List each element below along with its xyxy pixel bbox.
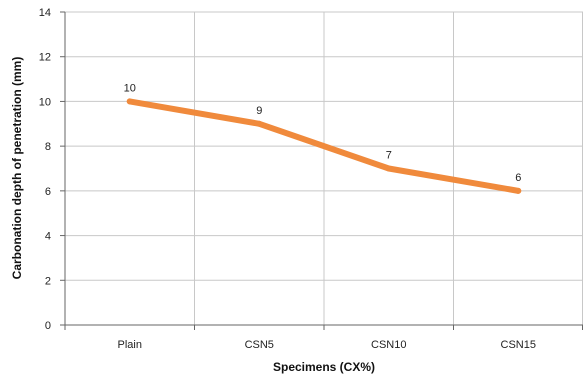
y-tick-label: 4 (45, 231, 51, 243)
y-tick-label: 0 (45, 320, 51, 332)
series-layer (126, 98, 522, 194)
grid-lines (65, 11, 583, 325)
x-axis-title: Specimens (CX%) (273, 360, 375, 374)
data-label: 7 (386, 150, 392, 162)
data-label: 10 (124, 82, 136, 94)
data-point (385, 165, 392, 172)
x-tick-label: CSN15 (501, 339, 536, 351)
data-labels: 10 9 7 6 (124, 82, 522, 183)
y-tick-label: 14 (39, 7, 51, 19)
x-tick-labels: Plain CSN5 CSN10 CSN15 (118, 339, 536, 351)
y-tick-label: 10 (39, 96, 51, 108)
y-tick-label: 8 (45, 141, 51, 153)
y-tick-label: 2 (45, 275, 51, 287)
series-line (126, 98, 522, 194)
data-label: 9 (256, 105, 262, 117)
data-label: 6 (515, 172, 521, 184)
y-tick-label: 12 (39, 52, 51, 64)
y-axis-title: Carbonation depth of penetration (mm) (10, 57, 24, 280)
data-point (515, 187, 522, 194)
data-point (126, 98, 133, 105)
x-tick-label: CSN5 (245, 339, 274, 351)
data-point (256, 120, 263, 127)
y-tick-label: 6 (45, 186, 51, 198)
x-tick-label: Plain (118, 339, 142, 351)
x-tick-label: CSN10 (371, 339, 406, 351)
y-tick-labels: 0 2 4 6 8 10 12 14 (39, 7, 51, 332)
chart-axes (60, 11, 583, 330)
